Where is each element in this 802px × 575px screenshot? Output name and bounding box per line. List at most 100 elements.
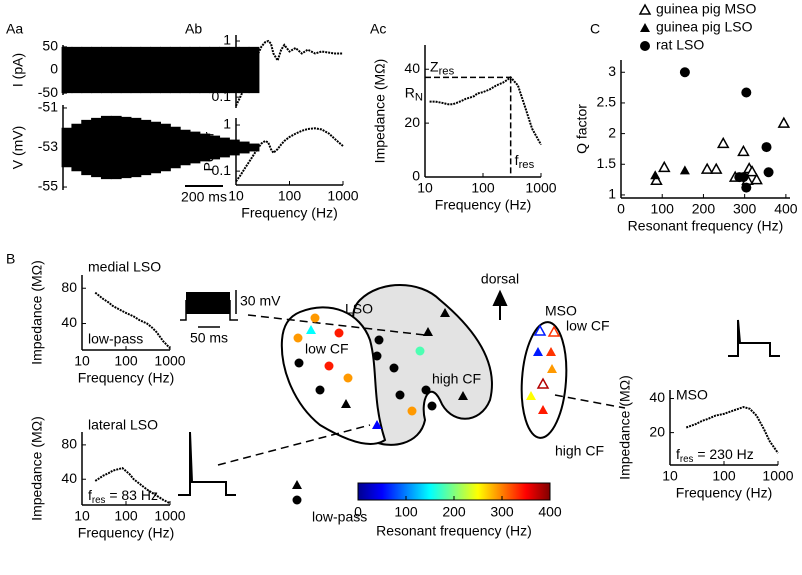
y-tick-label: 2.5 xyxy=(597,94,617,110)
scale-bar-label: 200 ms xyxy=(181,189,227,205)
colorbar-tick-label: 300 xyxy=(490,504,514,520)
marker xyxy=(306,325,316,334)
marker xyxy=(745,165,759,177)
y-axis-label: V (mV) xyxy=(10,126,26,170)
annotation-sub: res xyxy=(92,495,106,506)
x-tick-label: 200 xyxy=(692,201,716,217)
annotation: Zres xyxy=(430,58,455,77)
annotation: fres = 83 Hz xyxy=(88,487,158,506)
y-tick-label: -55 xyxy=(38,178,58,194)
colorbar-tick-label: 100 xyxy=(394,504,418,520)
y-tick-label: 80 xyxy=(61,279,77,295)
schematic-label: low CF xyxy=(305,341,349,357)
marker xyxy=(650,170,661,180)
x-tick-label: 100 xyxy=(471,180,495,196)
marker xyxy=(372,351,382,361)
x-tick-label: 10 xyxy=(662,468,678,484)
connector xyxy=(554,394,626,409)
marker xyxy=(709,162,723,174)
lso-medial-lobe xyxy=(280,306,387,445)
colorbar-label: Resonant frequency (Hz) xyxy=(376,523,532,539)
step-inset xyxy=(178,431,236,496)
marker xyxy=(536,377,550,389)
marker xyxy=(679,67,690,78)
marker xyxy=(341,399,351,408)
y-tick-label: 0 xyxy=(412,168,420,184)
y-tick-label: 20 xyxy=(404,114,420,130)
marker xyxy=(324,361,334,371)
chirp-inset-baseline xyxy=(180,300,238,321)
x-tick-label: 1000 xyxy=(154,353,185,369)
y-tick-label: 0 xyxy=(50,61,58,77)
data-line xyxy=(235,39,343,107)
y-tick-label: -53 xyxy=(38,138,58,154)
y-tick-label: 40 xyxy=(649,389,665,405)
y-tick-label: -51 xyxy=(38,99,58,115)
x-tick-label: 100 xyxy=(651,201,675,217)
x-tick-label: 0 xyxy=(617,201,625,217)
marker xyxy=(538,405,548,414)
y-tick-label: 1 xyxy=(608,186,616,202)
panel-label: C xyxy=(590,21,600,37)
legend-marker xyxy=(640,23,650,32)
marker xyxy=(458,391,468,400)
marker xyxy=(679,165,690,175)
x-axis-label: Frequency (Hz) xyxy=(78,525,174,541)
marker xyxy=(315,385,325,395)
marker xyxy=(741,87,752,98)
marker xyxy=(546,347,556,356)
marker xyxy=(716,136,730,149)
panel-label: Ab xyxy=(185,21,202,37)
y-tick-label: 1.5 xyxy=(597,155,617,171)
annotation-sub: res xyxy=(439,65,455,77)
annotation: RN xyxy=(405,84,423,103)
connector xyxy=(217,424,371,466)
marker xyxy=(547,325,561,337)
annotation-main: f xyxy=(515,152,519,168)
marker xyxy=(763,167,774,178)
y-axis-label: Power xyxy=(201,131,217,171)
legend-label: guinea pig MSO xyxy=(656,1,757,17)
data-line xyxy=(235,127,344,182)
legend-marker xyxy=(292,495,302,505)
schematic-label: LSO xyxy=(345,301,373,317)
x-axis-label: Frequency (Hz) xyxy=(435,197,531,213)
scale-bar-label: 50 ms xyxy=(190,330,228,346)
marker xyxy=(761,142,772,153)
colorbar-tick-label: 200 xyxy=(442,504,466,520)
marker xyxy=(533,347,543,356)
schematic-label: MSO xyxy=(545,303,577,319)
marker xyxy=(372,420,382,429)
annotation-main: f xyxy=(676,446,680,462)
y-axis-label: Impedance (MΩ) xyxy=(372,59,388,164)
x-tick-label: 1000 xyxy=(762,468,793,484)
x-tick-label: 1000 xyxy=(154,508,185,524)
annotation-suffix: = 230 Hz xyxy=(693,446,753,462)
y-axis-label: Impedance (MΩ) xyxy=(29,260,45,365)
annotation-main: Z xyxy=(430,58,439,74)
connector xyxy=(247,314,426,336)
schematic xyxy=(178,284,780,501)
inset-label: MSO xyxy=(676,387,708,403)
panel-label: Ac xyxy=(370,21,386,37)
marker xyxy=(533,324,547,336)
schematic-label: dorsal xyxy=(481,271,519,287)
annotation-sub: res xyxy=(680,454,694,465)
marker xyxy=(334,328,344,338)
marker xyxy=(427,401,437,411)
marker xyxy=(415,346,425,356)
marker xyxy=(650,173,663,185)
annotation-sub: N xyxy=(415,92,423,104)
marker xyxy=(440,308,450,317)
annotation: fres xyxy=(515,152,535,171)
marker xyxy=(407,406,417,416)
schematic-label: low-pass xyxy=(312,509,367,525)
y-tick-label: 0.1 xyxy=(212,88,232,104)
y-axis-label: I (pA) xyxy=(10,53,26,87)
x-tick-label: 400 xyxy=(774,201,798,217)
y-tick-label: 40 xyxy=(61,314,77,330)
marker xyxy=(700,162,714,174)
x-tick-label: 100 xyxy=(114,508,138,524)
annotation-sub: res xyxy=(519,159,535,171)
